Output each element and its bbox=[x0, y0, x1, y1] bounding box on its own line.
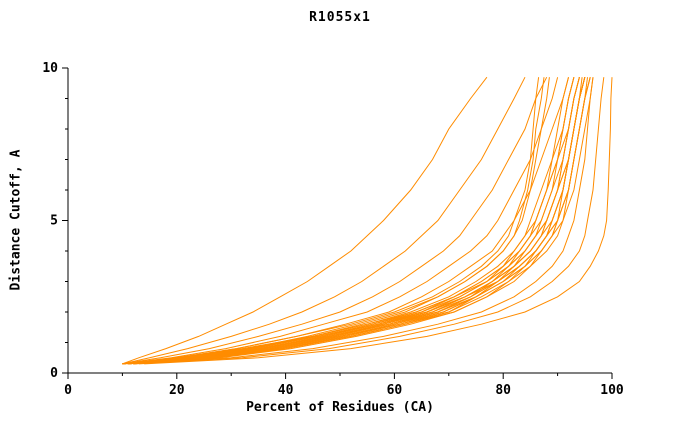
model-curve-m23 bbox=[122, 76, 548, 365]
model-curve-m21 bbox=[122, 76, 488, 365]
y-tick-label: 0 bbox=[50, 366, 58, 381]
model-curve-m15 bbox=[122, 77, 583, 365]
x-tick-label: 80 bbox=[495, 383, 511, 398]
model-curve-m05 bbox=[122, 77, 580, 365]
x-tick-label: 20 bbox=[169, 383, 185, 398]
model-curve-m11 bbox=[122, 77, 580, 365]
model-curve-m30 bbox=[138, 77, 605, 365]
chart-title: R1055x1 bbox=[309, 10, 371, 25]
model-curve-m28 bbox=[122, 77, 550, 365]
x-tick-label: 60 bbox=[387, 383, 403, 398]
x-tick-label: 100 bbox=[600, 383, 624, 398]
x-tick-label: 40 bbox=[278, 383, 294, 398]
model-curve-m02 bbox=[127, 77, 575, 365]
model-curve-m01 bbox=[122, 77, 569, 365]
model-curve-m19 bbox=[122, 77, 588, 365]
y-tick-label: 5 bbox=[50, 214, 58, 229]
model-curve-m07 bbox=[122, 77, 580, 365]
model-curve-m31 bbox=[144, 77, 613, 365]
model-curve-m22 bbox=[122, 76, 526, 365]
y-axis-label: Distance Cutoff, A bbox=[8, 149, 24, 291]
model-curve-m09 bbox=[122, 77, 575, 365]
x-axis-label: Percent of Residues (CA) bbox=[246, 400, 434, 415]
model-curve-m26 bbox=[122, 77, 540, 365]
model-curve-m29 bbox=[133, 77, 594, 365]
x-tick-label: 0 bbox=[64, 383, 72, 398]
model-curve-m17 bbox=[122, 77, 586, 365]
model-curve-m03 bbox=[122, 77, 575, 365]
model-curve-m13 bbox=[122, 77, 586, 365]
model-curve-m20 bbox=[127, 77, 594, 365]
y-tick-label: 10 bbox=[42, 61, 58, 76]
